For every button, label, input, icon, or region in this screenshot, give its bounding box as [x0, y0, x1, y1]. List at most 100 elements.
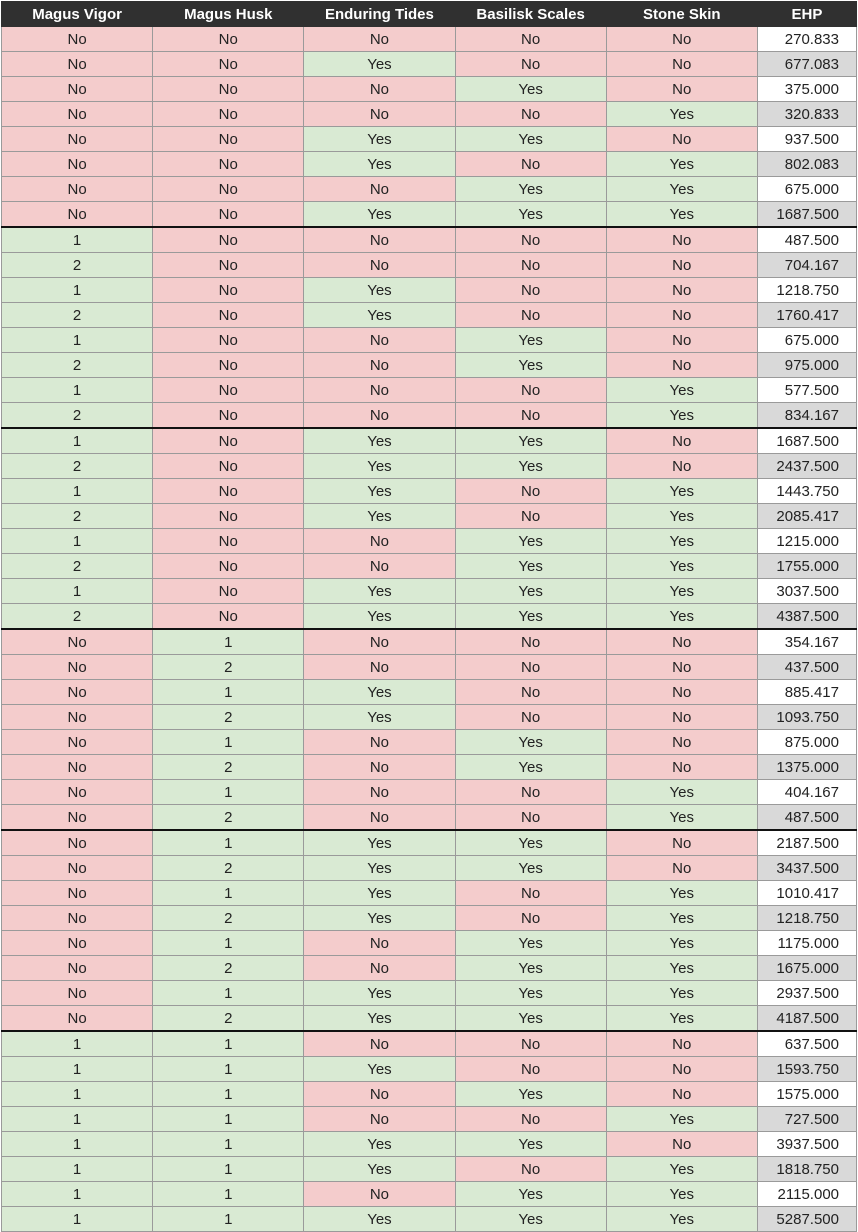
cell-ehp: 320.833 [756, 101, 858, 127]
cell-magus-husk: No [152, 578, 305, 604]
cell-stone-skin: No [605, 26, 758, 52]
cell-ehp: 727.500 [756, 1106, 858, 1132]
cell-stone-skin: Yes [605, 1005, 758, 1032]
cell-basilisk-scales: No [454, 503, 607, 529]
table-row: No 2 No Yes No 1375.000 [0, 754, 858, 780]
cell-magus-vigor: No [0, 76, 154, 102]
cell-basilisk-scales: Yes [454, 1131, 607, 1157]
table-row: 1 1 Yes No No 1593.750 [0, 1056, 858, 1082]
table-row: No No Yes Yes No 937.500 [0, 126, 858, 152]
table-row: 1 1 Yes Yes No 3937.500 [0, 1131, 858, 1157]
cell-basilisk-scales: No [454, 252, 607, 278]
cell-magus-vigor: 1 [0, 327, 154, 353]
cell-magus-vigor: 1 [0, 578, 154, 604]
cell-ehp: 1687.500 [756, 427, 858, 454]
cell-enduring-tides: No [303, 377, 456, 403]
table-row: 2 No No Yes No 975.000 [0, 352, 858, 378]
cell-basilisk-scales: No [454, 402, 607, 429]
cell-basilisk-scales: Yes [454, 201, 607, 228]
cell-magus-vigor: No [0, 930, 154, 956]
cell-stone-skin: Yes [605, 402, 758, 429]
cell-enduring-tides: No [303, 804, 456, 831]
cell-magus-husk: No [152, 302, 305, 328]
table-row: 1 No No Yes No 675.000 [0, 327, 858, 353]
cell-enduring-tides: Yes [303, 578, 456, 604]
cell-enduring-tides: Yes [303, 478, 456, 504]
cell-magus-vigor: No [0, 126, 154, 152]
cell-ehp: 675.000 [756, 327, 858, 353]
cell-basilisk-scales: Yes [454, 1206, 607, 1232]
cell-stone-skin: No [605, 1131, 758, 1157]
cell-ehp: 270.833 [756, 26, 858, 52]
cell-magus-vigor: No [0, 101, 154, 127]
cell-stone-skin: No [605, 302, 758, 328]
cell-enduring-tides: Yes [303, 905, 456, 931]
cell-magus-vigor: No [0, 26, 154, 52]
table-row: 1 1 No Yes Yes 2115.000 [0, 1181, 858, 1207]
cell-enduring-tides: No [303, 955, 456, 981]
header-row: Magus Vigor Magus Husk Enduring Tides Ba… [0, 1, 858, 27]
cell-magus-husk: 2 [152, 804, 305, 831]
cell-magus-vigor: No [0, 704, 154, 730]
cell-ehp: 437.500 [756, 654, 858, 680]
cell-basilisk-scales: Yes [454, 980, 607, 1006]
cell-stone-skin: Yes [605, 101, 758, 127]
cell-stone-skin: No [605, 252, 758, 278]
table-row: No 2 Yes Yes Yes 4187.500 [0, 1005, 858, 1032]
cell-magus-husk: No [152, 176, 305, 202]
table-row: No 1 No Yes No 875.000 [0, 729, 858, 755]
cell-magus-vigor: No [0, 679, 154, 705]
cell-stone-skin: Yes [605, 1106, 758, 1132]
cell-ehp: 404.167 [756, 779, 858, 805]
cell-stone-skin: No [605, 453, 758, 479]
cell-magus-vigor: No [0, 955, 154, 981]
cell-magus-husk: 2 [152, 704, 305, 730]
cell-basilisk-scales: No [454, 377, 607, 403]
cell-stone-skin: No [605, 1030, 758, 1057]
cell-stone-skin: No [605, 754, 758, 780]
cell-stone-skin: No [605, 654, 758, 680]
cell-stone-skin: No [605, 679, 758, 705]
cell-enduring-tides: No [303, 1106, 456, 1132]
cell-stone-skin: No [605, 1081, 758, 1107]
cell-enduring-tides: Yes [303, 704, 456, 730]
header-basilisk-scales: Basilisk Scales [454, 1, 607, 27]
cell-stone-skin: No [605, 704, 758, 730]
cell-ehp: 487.500 [756, 226, 858, 253]
cell-enduring-tides: Yes [303, 880, 456, 906]
cell-magus-husk: No [152, 402, 305, 429]
table-row: 1 1 Yes No Yes 1818.750 [0, 1156, 858, 1182]
table-row: No No No No Yes 320.833 [0, 101, 858, 127]
cell-enduring-tides: No [303, 779, 456, 805]
cell-magus-husk: 2 [152, 855, 305, 881]
table-row: No 1 No No No 354.167 [0, 628, 858, 655]
cell-magus-husk: No [152, 126, 305, 152]
cell-enduring-tides: Yes [303, 603, 456, 630]
table-row: 1 No No No No 487.500 [0, 226, 858, 253]
cell-ehp: 375.000 [756, 76, 858, 102]
cell-basilisk-scales: No [454, 1030, 607, 1057]
table-row: No 1 Yes No No 885.417 [0, 679, 858, 705]
table-header: Magus Vigor Magus Husk Enduring Tides Ba… [0, 1, 858, 27]
cell-basilisk-scales: No [454, 779, 607, 805]
cell-basilisk-scales: Yes [454, 76, 607, 102]
cell-magus-husk: No [152, 76, 305, 102]
table-row: No 2 Yes Yes No 3437.500 [0, 855, 858, 881]
cell-basilisk-scales: No [454, 628, 607, 655]
cell-stone-skin: Yes [605, 603, 758, 630]
cell-ehp: 1218.750 [756, 277, 858, 303]
cell-ehp: 704.167 [756, 252, 858, 278]
cell-enduring-tides: No [303, 754, 456, 780]
cell-basilisk-scales: Yes [454, 754, 607, 780]
table-row: No 2 No No Yes 487.500 [0, 804, 858, 831]
table-row: 1 No No No Yes 577.500 [0, 377, 858, 403]
cell-basilisk-scales: Yes [454, 1081, 607, 1107]
table-row: 1 No Yes Yes No 1687.500 [0, 427, 858, 454]
cell-magus-vigor: No [0, 905, 154, 931]
cell-magus-vigor: No [0, 1005, 154, 1032]
table-row: 2 No No No No 704.167 [0, 252, 858, 278]
cell-stone-skin: No [605, 427, 758, 454]
cell-basilisk-scales: No [454, 277, 607, 303]
cell-magus-husk: No [152, 553, 305, 579]
